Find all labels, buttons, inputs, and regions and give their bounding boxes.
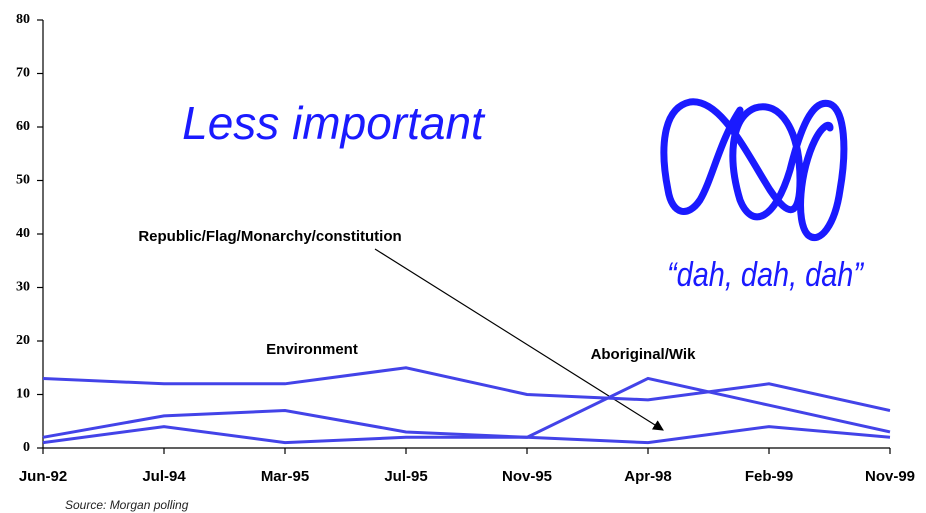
scribble xyxy=(664,102,844,238)
x-tick-label: Mar-95 xyxy=(261,468,309,485)
x-tick-label: Jul-95 xyxy=(384,468,427,485)
x-tick-label: Nov-95 xyxy=(502,468,552,485)
y-tick-label: 10 xyxy=(16,387,30,402)
y-tick-label: 40 xyxy=(16,226,30,241)
series-label: Environment xyxy=(266,341,358,358)
annotation: “dah, dah, dah” xyxy=(667,255,864,294)
y-tick-label: 20 xyxy=(16,333,30,348)
source: Source: Morgan polling xyxy=(65,498,189,512)
series-label: Republic/Flag/Monarchy/constitution xyxy=(138,228,401,245)
series-label: Aboriginal/Wik xyxy=(591,346,697,363)
y-tick-label: 60 xyxy=(16,119,30,134)
x-tick-label: Apr-98 xyxy=(624,468,672,485)
x-tick-label: Nov-99 xyxy=(865,468,915,485)
chart: Less important “dah, dah, dah” Environme… xyxy=(0,0,926,513)
y-tick-label: 0 xyxy=(23,440,30,455)
y-tick-label: 80 xyxy=(16,12,30,27)
x-tick-label: Feb-99 xyxy=(745,468,793,485)
y-tick-label: 30 xyxy=(16,280,30,295)
y-tick-label: 50 xyxy=(16,173,30,188)
y-tick-label: 70 xyxy=(16,66,30,81)
x-tick-label: Jul-94 xyxy=(142,468,186,485)
arrow xyxy=(375,249,663,430)
x-tick-label: Jun-92 xyxy=(19,468,67,485)
chart-title: Less important xyxy=(182,97,486,149)
